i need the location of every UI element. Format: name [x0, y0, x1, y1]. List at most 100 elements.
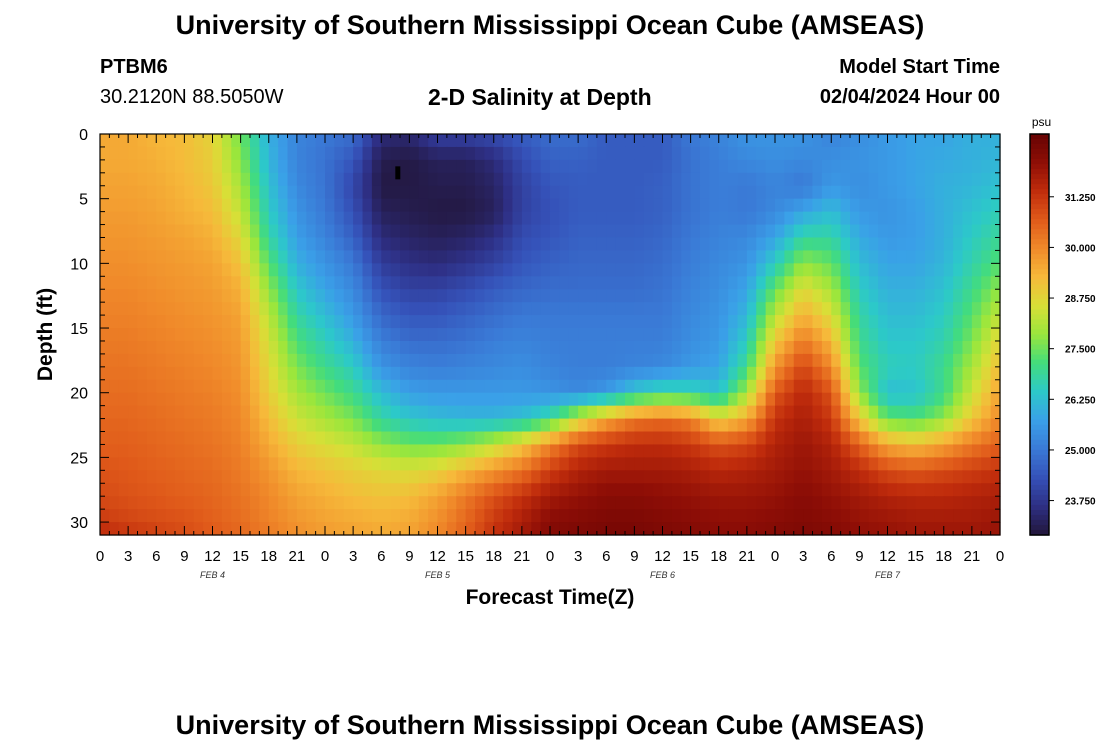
heat-cell [653, 379, 664, 394]
heat-cell [615, 392, 626, 407]
heat-cell [221, 198, 232, 213]
heat-cell [793, 146, 804, 161]
heat-cell [990, 483, 1001, 497]
heat-cell [128, 522, 139, 536]
heat-cell [990, 134, 1001, 148]
heat-cell [906, 250, 917, 264]
heat-cell [428, 172, 439, 187]
heat-cell [662, 315, 673, 329]
heat-cell [156, 185, 167, 200]
heat-cell [634, 185, 645, 200]
heat-cell [934, 263, 945, 277]
heat-cell [165, 159, 176, 174]
heat-cell [456, 470, 467, 484]
heat-cell [878, 276, 889, 290]
heat-cell [268, 263, 279, 277]
heat-cell [475, 146, 485, 161]
colorbar-swatch [1030, 494, 1049, 501]
heat-cell [653, 470, 664, 484]
heat-cell [381, 483, 392, 497]
heat-cell [437, 134, 448, 148]
heat-cell [437, 509, 448, 523]
heat-cell [953, 159, 964, 174]
heat-cell [746, 496, 757, 510]
heat-cell [296, 509, 307, 523]
heat-cell [709, 211, 720, 226]
heat-cell [962, 496, 973, 510]
heat-cell [793, 198, 804, 213]
heat-cell [531, 172, 542, 187]
heat-cell [850, 366, 860, 381]
heat-cell [606, 237, 617, 252]
heat-cell [625, 418, 635, 433]
heat-cell [653, 172, 664, 187]
heat-cell [878, 444, 889, 458]
heat-cell [156, 198, 167, 213]
heat-cell [250, 263, 260, 277]
heat-cell [981, 134, 992, 148]
heat-cell [746, 172, 757, 187]
heat-cell [343, 509, 354, 523]
heat-cell [671, 509, 682, 523]
heat-cell [362, 418, 373, 433]
heat-cell [146, 457, 157, 471]
heat-cell [437, 302, 448, 316]
heat-cell [587, 276, 598, 290]
heat-cell [390, 457, 401, 471]
heat-cell [765, 185, 776, 200]
colorbar-swatch [1030, 354, 1049, 361]
heat-cell [568, 211, 579, 226]
heat-cell [268, 289, 279, 303]
heat-cell [953, 457, 964, 471]
heat-cell [812, 237, 823, 252]
heat-cell [278, 198, 289, 213]
heat-cell [793, 431, 804, 446]
heat-cell [643, 431, 654, 446]
colorbar-swatch [1030, 244, 1049, 250]
heat-cell [165, 405, 176, 420]
heat-cell [203, 276, 214, 290]
heat-cell [484, 146, 495, 161]
heat-cell [315, 431, 326, 446]
heat-cell [540, 418, 551, 433]
heat-cell [587, 250, 598, 264]
heat-cell [662, 302, 673, 316]
heat-cell [587, 315, 598, 329]
heat-cell [118, 444, 129, 458]
heat-cell [287, 146, 298, 161]
heat-cell [165, 379, 176, 394]
heat-cell [278, 496, 289, 510]
heat-cell [475, 302, 485, 316]
heat-cell [596, 328, 607, 342]
heat-cell [428, 198, 439, 213]
heat-cell [653, 289, 664, 303]
heat-cell [690, 392, 701, 407]
colorbar-swatch [1030, 349, 1049, 356]
colorbar-swatch [1030, 234, 1049, 240]
heat-cell [287, 237, 298, 252]
heat-cell [737, 392, 748, 407]
heat-cell [109, 522, 120, 536]
heat-cell [615, 172, 626, 187]
heat-cell [184, 276, 195, 290]
heat-cell [718, 237, 729, 252]
heat-cell [550, 224, 560, 239]
heat-cell [165, 496, 176, 510]
heat-cell [550, 134, 560, 148]
heat-cell [531, 353, 542, 368]
heat-cell [868, 392, 879, 407]
colorbar-swatch [1030, 314, 1049, 321]
heat-cell [146, 276, 157, 290]
heat-cell [746, 263, 757, 277]
heat-cell [240, 146, 251, 161]
heat-cell [568, 379, 579, 394]
heat-cell [400, 250, 410, 264]
heat-cell [906, 185, 917, 200]
heat-cell [559, 211, 570, 226]
heat-cell [493, 483, 504, 497]
heat-cell [671, 418, 682, 433]
heat-cell [231, 263, 242, 277]
heat-cell [793, 418, 804, 433]
heat-cell [868, 276, 879, 290]
heat-cell [728, 340, 739, 355]
